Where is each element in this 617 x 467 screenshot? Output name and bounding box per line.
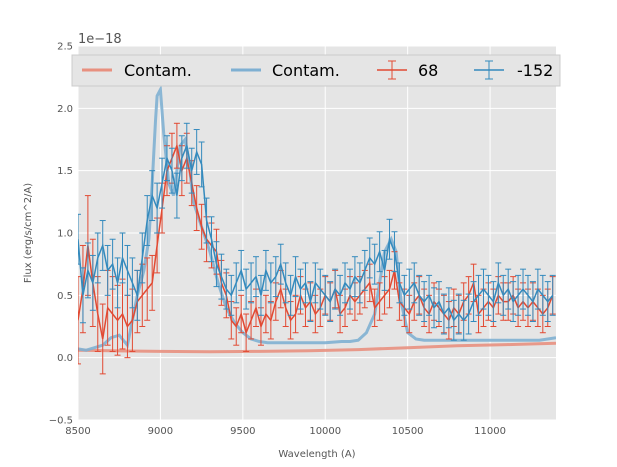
grid-lines [77,45,556,421]
series-line [78,143,554,322]
x-tick-label: 9000 [148,426,173,437]
legend-label: -152 [517,61,553,80]
series-line [78,341,556,354]
y-axis-label: Flux (erg/s/cm^2/A) [23,183,34,283]
y-tick-label: 1.0 [57,229,73,240]
series-3 [78,122,556,341]
y-offset-label: 1e−18 [78,32,122,47]
series-0 [78,341,556,354]
x-tick-label: 9500 [230,426,255,437]
y-tick-label: 0.0 [57,353,73,364]
x-axis-label: Wavelength (A) [278,449,355,460]
y-tick-label: 2.5 [57,42,73,53]
y-tick-label: 1.5 [57,166,73,177]
y-tick-label: 2.0 [57,104,73,115]
x-tick-label: 8500 [65,426,90,437]
series-layer [78,84,556,375]
y-tick-label: 0.5 [57,291,73,302]
x-tick-label: 10500 [392,426,424,437]
y-tick-label: −0.5 [49,416,73,427]
legend-label: Contam. [272,61,340,80]
legend-label: 68 [418,61,438,80]
x-tick-label: 10000 [309,426,341,437]
legend-label: Contam. [124,61,192,80]
legend: Contam. Contam. 68 -152 [71,54,561,87]
axis-ticks: 8500 9000 9500 10000 10500 11000 −0.5 0.0 0.5 1.0… [49,42,506,438]
x-tick-label: 11000 [474,426,506,437]
